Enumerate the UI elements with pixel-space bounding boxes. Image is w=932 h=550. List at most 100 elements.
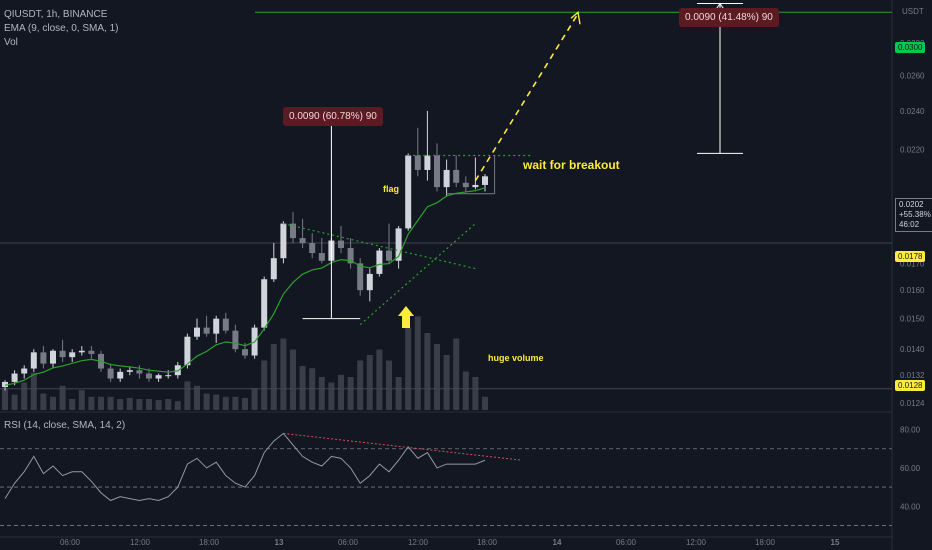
candle-body: [299, 238, 306, 244]
last-price-box: 0.0202 +55.38% 46:02: [895, 198, 932, 232]
breakout-projection: [474, 14, 578, 182]
candle-body: [443, 169, 450, 188]
volume-bar: [405, 327, 412, 410]
candle-body: [117, 371, 124, 379]
volume-bar: [251, 388, 258, 410]
volume-bar: [21, 382, 28, 410]
volume-bar: [98, 396, 104, 410]
candle-body: [213, 318, 220, 334]
huge-volume-note[interactable]: huge volume: [488, 353, 544, 363]
candle-body: [107, 368, 114, 379]
volume-bar: [88, 396, 95, 410]
ema-line: [4, 187, 486, 386]
price-tick-label: 0.0240: [900, 107, 925, 116]
rsi-tick-label: 60.00: [900, 464, 921, 473]
volume-bar: [414, 316, 421, 410]
level-low-label: 0.0128: [895, 380, 926, 391]
volume-bar: [213, 394, 220, 410]
price-tick-label: 0.0170: [900, 259, 925, 268]
measure-label-left[interactable]: 0.0090 (60.78%) 90: [283, 107, 383, 126]
wait-for-breakout-note[interactable]: wait for breakout: [523, 158, 620, 172]
vol-legend[interactable]: Vol: [4, 37, 18, 48]
horizontal-levels: [0, 11, 892, 390]
measure-label-right[interactable]: 0.0090 (41.48%) 90: [679, 8, 779, 27]
volume-bar: [338, 374, 344, 410]
symbol-legend[interactable]: QIUSDT, 1h, BINANCE: [4, 9, 108, 20]
price-tick-label: 0.0140: [900, 345, 925, 354]
candle-body: [194, 327, 200, 337]
price-tick-label: 0.0124: [900, 399, 925, 408]
candle-body: [30, 352, 37, 369]
candle-body: [222, 318, 229, 331]
pennant-lower-line: [359, 223, 476, 326]
candle-body: [482, 176, 488, 185]
time-tick-label: 13: [275, 538, 284, 547]
candle-body: [261, 279, 268, 328]
candle-body: [146, 373, 152, 379]
volume-bar: [462, 371, 469, 410]
rsi-pane: 80.00 60.00 40.00: [0, 426, 921, 526]
level-mid-label: 0.0178: [895, 251, 926, 262]
volume-bar: [299, 366, 306, 410]
volume-bar: [242, 397, 248, 410]
candle-body: [414, 155, 421, 170]
rsi-tick-label: 80.00: [900, 426, 921, 435]
time-tick-label: 18:00: [477, 538, 498, 547]
volume-bar: [261, 360, 268, 410]
time-tick-label: 18:00: [755, 538, 776, 547]
volume-bar: [270, 344, 277, 410]
drawings: [283, 2, 743, 328]
rsi-line: [4, 432, 486, 502]
candle-body: [184, 336, 191, 366]
rsi-legend[interactable]: RSI (14, close, SMA, 14, 2): [4, 420, 126, 431]
candle-body: [395, 228, 402, 261]
volume-bar: [40, 393, 47, 410]
volume-bars: [2, 316, 488, 410]
price-tick-label: 0.0150: [900, 315, 925, 324]
volume-bar: [107, 396, 114, 410]
ema-legend[interactable]: EMA (9, close, 0, SMA, 1): [4, 23, 119, 34]
volume-bar: [347, 377, 354, 410]
volume-bar: [2, 388, 8, 410]
flag-note[interactable]: flag: [383, 184, 400, 194]
time-tick-label: 12:00: [130, 538, 151, 547]
volume-bar: [146, 399, 152, 410]
time-tick-label: 06:00: [338, 538, 359, 547]
volume-bar: [366, 355, 373, 410]
candle-body: [376, 250, 383, 274]
volume-bar: [69, 399, 76, 410]
candle-body: [386, 250, 392, 261]
volume-bar: [386, 360, 392, 410]
volume-bar: [126, 397, 133, 410]
candle-body: [232, 330, 239, 350]
volume-bar: [482, 396, 488, 410]
volume-bar: [376, 349, 383, 410]
volume-bar: [318, 377, 325, 410]
volume-bar: [232, 396, 239, 410]
volume-bar: [174, 401, 181, 410]
rsi-divergence-line: [283, 432, 523, 461]
candle-body: [290, 223, 296, 239]
candle-body: [69, 352, 76, 358]
candle-body: [338, 240, 344, 249]
candle-body: [280, 223, 287, 259]
price-tick-label: 0.0160: [900, 286, 925, 295]
candle-body: [347, 248, 354, 264]
price-tick-label: 0.0260: [900, 72, 925, 81]
price-tick-label: 0.0220: [900, 145, 925, 154]
volume-bar: [136, 399, 143, 410]
candle-body: [136, 370, 143, 374]
candle-body: [155, 375, 162, 379]
ema9-line: [4, 187, 486, 386]
target-price-label: 0.0300: [895, 42, 926, 53]
candle-body: [462, 182, 469, 188]
candle-body: [11, 373, 18, 382]
candle-body: [472, 184, 479, 188]
volume-bar: [203, 393, 210, 410]
time-tick-label: 18:00: [199, 538, 220, 547]
volume-bar: [472, 377, 479, 410]
volume-bar: [280, 338, 287, 410]
volume-bar: [443, 355, 450, 410]
candle-body: [357, 263, 364, 291]
